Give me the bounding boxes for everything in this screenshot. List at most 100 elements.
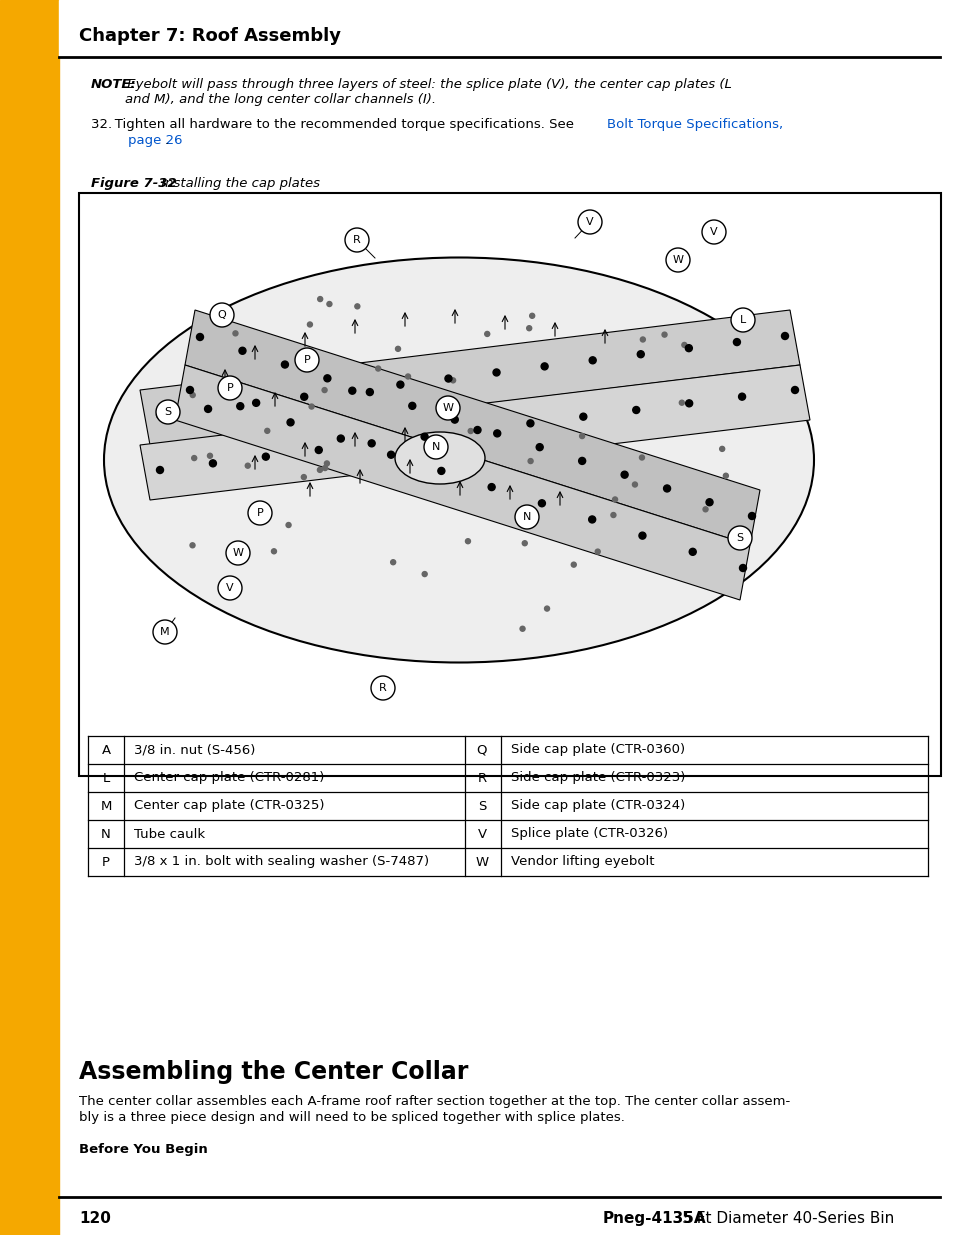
Circle shape	[309, 404, 314, 409]
Circle shape	[186, 387, 193, 394]
Circle shape	[537, 500, 545, 506]
Text: Splice plate (CTR-0326): Splice plate (CTR-0326)	[511, 827, 667, 841]
Bar	[59, 0, 953, 57]
Circle shape	[245, 463, 250, 468]
Circle shape	[579, 414, 586, 420]
Circle shape	[437, 467, 444, 474]
Circle shape	[620, 472, 627, 478]
Text: S: S	[477, 799, 486, 813]
Text: Side cap plate (CTR-0323): Side cap plate (CTR-0323)	[511, 772, 684, 784]
Text: bly is a three piece design and will need to be spliced together with splice pla: bly is a three piece design and will nee…	[79, 1112, 624, 1124]
Text: N: N	[432, 442, 439, 452]
Circle shape	[595, 550, 599, 555]
Circle shape	[301, 474, 306, 479]
Circle shape	[272, 548, 276, 553]
Circle shape	[371, 676, 395, 700]
Circle shape	[588, 516, 595, 522]
Circle shape	[528, 458, 533, 463]
Circle shape	[681, 342, 686, 347]
Circle shape	[286, 522, 291, 527]
Circle shape	[451, 416, 457, 424]
Text: Bolt Torque Specifications,: Bolt Torque Specifications,	[606, 119, 782, 131]
Circle shape	[684, 345, 692, 352]
Circle shape	[345, 228, 369, 252]
Circle shape	[612, 496, 617, 501]
Bar	[0, 0, 59, 1235]
Circle shape	[738, 393, 745, 400]
Circle shape	[639, 337, 644, 342]
Circle shape	[236, 403, 244, 410]
Circle shape	[688, 548, 696, 556]
Text: M: M	[100, 799, 112, 813]
Circle shape	[324, 374, 331, 382]
Circle shape	[327, 301, 332, 306]
Text: A: A	[101, 743, 111, 757]
Circle shape	[571, 562, 576, 567]
Text: and M), and the long center collar channels (I).: and M), and the long center collar chann…	[91, 93, 436, 106]
Circle shape	[423, 435, 448, 459]
Text: Figure 7-32: Figure 7-32	[91, 177, 176, 190]
Circle shape	[493, 369, 499, 375]
Circle shape	[748, 513, 755, 520]
Text: Vendor lifting eyebolt: Vendor lifting eyebolt	[511, 856, 654, 868]
Circle shape	[578, 457, 585, 464]
Text: V: V	[585, 217, 593, 227]
Ellipse shape	[104, 258, 813, 662]
Text: Chapter 7: Roof Assembly: Chapter 7: Roof Assembly	[79, 27, 340, 44]
Text: 3/8 x 1 in. bolt with sealing washer (S-7487): 3/8 x 1 in. bolt with sealing washer (S-…	[133, 856, 429, 868]
Circle shape	[739, 564, 745, 572]
Circle shape	[661, 332, 666, 337]
Circle shape	[196, 333, 203, 341]
Circle shape	[210, 459, 216, 467]
Text: W: W	[475, 856, 488, 868]
Circle shape	[233, 331, 237, 336]
Circle shape	[238, 347, 246, 354]
Text: P: P	[256, 508, 263, 517]
Circle shape	[665, 248, 689, 272]
Circle shape	[207, 453, 213, 458]
Text: W: W	[233, 548, 243, 558]
Circle shape	[637, 351, 643, 358]
Circle shape	[526, 326, 531, 331]
Circle shape	[395, 346, 400, 351]
Text: V: V	[476, 827, 486, 841]
Text: M: M	[160, 627, 170, 637]
Text: Installing the cap plates: Installing the cap plates	[157, 177, 319, 190]
Circle shape	[349, 388, 355, 394]
Circle shape	[540, 363, 548, 370]
Circle shape	[287, 419, 294, 426]
Circle shape	[152, 620, 177, 643]
Text: N: N	[101, 827, 111, 841]
Circle shape	[733, 338, 740, 346]
Circle shape	[192, 456, 196, 461]
Circle shape	[529, 314, 534, 319]
Text: 32. Tighten all hardware to the recommended torque specifications. See: 32. Tighten all hardware to the recommen…	[91, 119, 578, 131]
Circle shape	[307, 322, 312, 327]
Circle shape	[190, 543, 194, 548]
Circle shape	[468, 429, 473, 433]
Circle shape	[639, 454, 644, 459]
Text: R: R	[378, 683, 387, 693]
Circle shape	[355, 304, 359, 309]
Circle shape	[317, 296, 322, 301]
Circle shape	[578, 210, 601, 233]
Text: W: W	[442, 403, 453, 412]
Circle shape	[156, 411, 163, 419]
Circle shape	[210, 303, 233, 327]
Circle shape	[465, 538, 470, 543]
Circle shape	[190, 393, 195, 398]
Circle shape	[632, 406, 639, 414]
Circle shape	[324, 461, 329, 466]
Text: The center collar assembles each A-frame roof rafter section together at the top: The center collar assembles each A-frame…	[79, 1095, 789, 1108]
Circle shape	[391, 559, 395, 564]
Text: Pneg-4135A: Pneg-4135A	[602, 1212, 706, 1226]
Text: N: N	[522, 513, 531, 522]
Circle shape	[781, 332, 788, 340]
Text: Center cap plate (CTR-0325): Center cap plate (CTR-0325)	[133, 799, 324, 813]
Circle shape	[444, 375, 452, 382]
Circle shape	[387, 451, 395, 458]
Circle shape	[262, 453, 269, 461]
Text: P: P	[227, 383, 233, 393]
Circle shape	[719, 446, 724, 451]
Circle shape	[521, 541, 527, 546]
